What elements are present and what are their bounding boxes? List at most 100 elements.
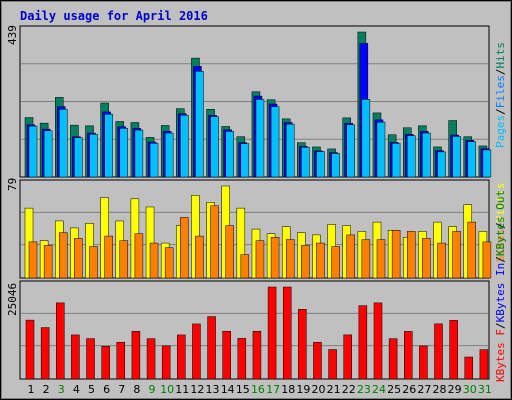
bar-pages-day-9	[149, 143, 159, 178]
bar-pages-day-27	[422, 132, 431, 178]
bar-sites-day-25	[391, 230, 401, 279]
bar-pages-day-29	[452, 136, 461, 178]
legend-item: /	[494, 108, 507, 115]
bar-sites-day-1	[28, 241, 38, 279]
day-label-2: 2	[43, 383, 50, 396]
bar-pages-day-3	[59, 109, 68, 178]
bar-kbytes-day-21	[328, 349, 337, 380]
bar-pages-day-20	[316, 151, 325, 178]
day-label-28: 28	[433, 383, 447, 396]
day-label-9: 9	[149, 383, 156, 396]
day-label-21: 21	[327, 383, 341, 396]
day-label-5: 5	[88, 383, 95, 396]
bar-pages-day-14	[225, 131, 234, 178]
bar-pages-day-16	[255, 99, 265, 178]
legend-item: KBytes F	[494, 329, 507, 382]
bar-pages-day-1	[28, 125, 38, 178]
bar-pages-day-7	[119, 128, 129, 178]
bar-sites-day-5	[89, 246, 98, 279]
bar-sites-day-3	[59, 232, 68, 279]
bar-sites-day-13	[210, 205, 219, 279]
day-labels: 1 2 3 4 5 6 7 8 9 10 11 12 13 14 15 16 17 18 19 20 21 22 23 24 2…	[28, 383, 492, 396]
day-label-6: 6	[103, 383, 110, 396]
legend-panel-1: Pages/Files/Hits	[494, 42, 507, 148]
day-label-1: 1	[28, 383, 35, 396]
bar-sites-day-11	[180, 217, 189, 279]
bar-sites-day-24	[376, 239, 386, 279]
bar-pages-day-17	[270, 106, 280, 178]
bar-pages-day-19	[301, 147, 310, 178]
bar-pages-day-8	[134, 129, 144, 178]
day-label-22: 22	[342, 383, 356, 396]
bar-kbytes-day-4	[71, 334, 80, 380]
bar-pages-day-11	[180, 114, 189, 178]
bar-kbytes-day-5	[86, 338, 95, 380]
day-label-29: 29	[448, 383, 462, 396]
bar-pages-day-18	[285, 123, 295, 178]
bar-kbytes-day-19	[298, 309, 307, 380]
day-label-7: 7	[118, 383, 125, 396]
legend-item: Hits	[494, 42, 507, 69]
bar-pages-day-30	[467, 141, 477, 178]
legend-panel-2: Sites/Visits	[494, 183, 507, 263]
bar-kbytes-day-16	[252, 330, 262, 380]
bar-pages-day-12	[195, 71, 204, 178]
bar-sites-day-4	[74, 238, 83, 279]
ymax-kbytes: 25046	[6, 283, 19, 316]
ymax-hits: 439	[6, 25, 19, 45]
bar-sites-day-23	[361, 239, 371, 279]
bar-kbytes-day-26	[404, 331, 413, 380]
bar-pages-day-22	[346, 124, 355, 178]
ymax-visits: 79	[6, 178, 19, 191]
legend-panel-3: KBytes F/KBytes In/KBytes Out	[494, 190, 507, 382]
day-label-31: 31	[478, 383, 492, 396]
bar-sites-day-27	[422, 238, 431, 279]
bar-kbytes-day-17	[267, 286, 277, 380]
bar-sites-day-10	[164, 247, 174, 279]
bar-pages-day-15	[240, 143, 250, 178]
bar-pages-day-4	[74, 137, 83, 178]
bar-pages-day-6	[104, 113, 113, 178]
day-label-27: 27	[417, 383, 431, 396]
bar-pages-day-23	[361, 99, 371, 178]
day-label-3: 3	[58, 383, 65, 396]
legend-item: Visits	[494, 183, 507, 223]
bar-sites-day-26	[407, 231, 416, 279]
day-label-15: 15	[236, 383, 250, 396]
bar-pages-day-13	[210, 116, 219, 178]
bar-pages-day-26	[407, 135, 416, 178]
day-label-10: 10	[160, 383, 174, 396]
bar-sites-day-15	[240, 254, 250, 279]
bar-kbytes-day-30	[464, 356, 474, 380]
legend-item: /	[494, 69, 507, 76]
bar-kbytes-day-2	[40, 327, 50, 380]
bar-kbytes-day-25	[388, 338, 398, 380]
day-label-18: 18	[281, 383, 295, 396]
bar-pages-day-21	[331, 153, 340, 178]
bar-pages-day-24	[376, 121, 386, 178]
bar-kbytes-day-3	[56, 302, 65, 380]
bar-kbytes-day-28	[434, 323, 443, 380]
bar-kbytes-day-11	[177, 334, 186, 380]
bar-kbytes-day-23	[358, 305, 368, 380]
day-label-8: 8	[133, 383, 140, 396]
bar-kbytes-day-13	[207, 316, 216, 380]
bar-sites-day-29	[452, 231, 461, 279]
bar-sites-day-30	[467, 221, 477, 279]
legend-item: /	[494, 222, 507, 229]
bar-kbytes-day-24	[373, 302, 383, 380]
bar-sites-day-6	[104, 235, 113, 279]
bar-sites-day-12	[195, 235, 204, 279]
legend-item: /	[494, 322, 507, 329]
bar-kbytes-day-7	[116, 341, 126, 380]
bar-pages-day-28	[437, 151, 446, 178]
day-label-14: 14	[221, 383, 235, 396]
legend-item: KBytes In	[494, 263, 507, 323]
bar-kbytes-day-9	[146, 338, 156, 380]
bar-sites-day-7	[119, 240, 129, 279]
day-label-11: 11	[175, 383, 189, 396]
bar-pages-day-10	[164, 132, 174, 178]
day-label-19: 19	[296, 383, 310, 396]
